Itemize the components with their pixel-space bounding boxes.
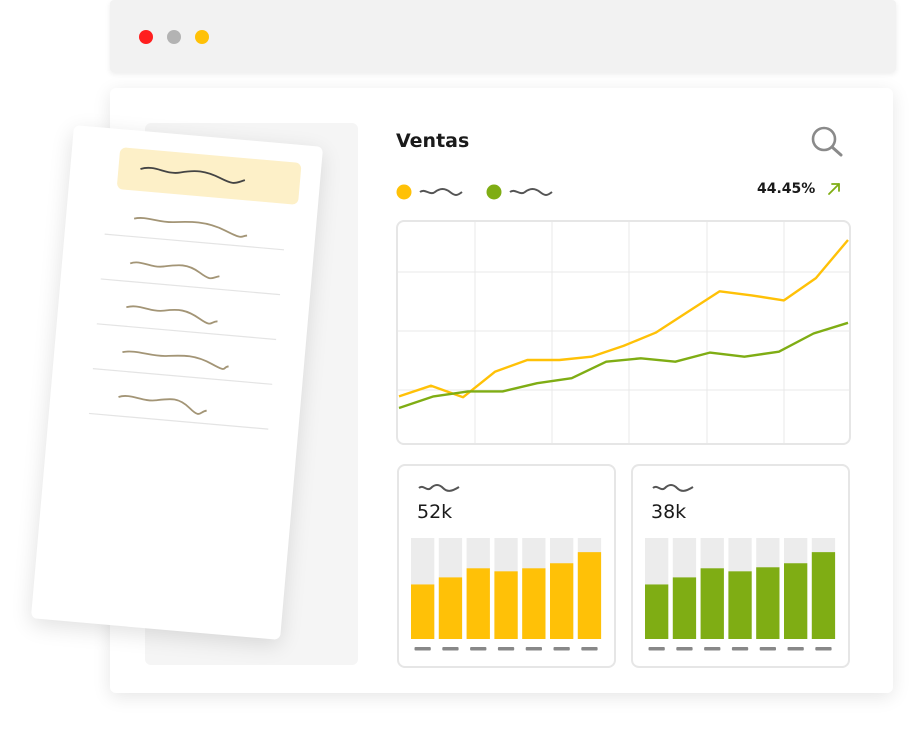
bar-chart	[645, 538, 836, 651]
card-value: 38k	[651, 501, 687, 523]
bar	[438, 577, 463, 639]
menu-item-label[interactable]	[133, 217, 248, 238]
bar	[672, 577, 697, 639]
card-value: 52k	[417, 501, 453, 523]
bar-tick-label	[414, 647, 431, 651]
maximize-dot-icon[interactable]	[195, 30, 209, 44]
change-percent: 44.45%	[757, 181, 816, 197]
bar	[728, 571, 752, 639]
bar-tick-label	[759, 647, 776, 651]
menu-item-label[interactable]	[126, 305, 219, 325]
bar-tick-label	[470, 647, 487, 651]
bar	[756, 567, 780, 639]
bar-tick-label	[731, 647, 749, 651]
stat-card-green: 38k	[631, 464, 850, 668]
bar-tick-label	[648, 647, 665, 651]
bar-tick-label	[704, 647, 721, 651]
bar	[645, 584, 669, 639]
bar	[494, 571, 518, 639]
page-title: Ventas	[396, 130, 470, 152]
menu-divider	[92, 368, 273, 385]
bar-chart	[411, 538, 602, 651]
minimize-dot-icon[interactable]	[167, 30, 181, 44]
arrow-up-right-icon	[828, 183, 840, 195]
search-icon[interactable]	[808, 124, 846, 160]
legend-marker	[396, 184, 412, 200]
bar-tick-label	[676, 647, 693, 651]
card-label	[418, 484, 460, 492]
legend-label	[509, 188, 553, 196]
legend-marker	[486, 184, 502, 200]
chart-legend	[395, 181, 575, 203]
bar-tick-label	[553, 647, 570, 651]
bar-tick-label	[525, 647, 542, 651]
bar	[411, 584, 435, 639]
bar-tick-label	[497, 647, 515, 651]
bar	[522, 568, 546, 639]
bar	[466, 568, 490, 639]
menu-item-label[interactable]	[129, 261, 221, 280]
menu-item-label[interactable]	[122, 350, 229, 370]
legend-label	[419, 188, 463, 196]
line-chart	[398, 222, 849, 443]
line-chart-panel	[396, 220, 851, 445]
stat-card-yellow: 52k	[397, 464, 616, 668]
bar	[784, 563, 808, 639]
menu-panel	[30, 125, 324, 640]
bar	[550, 563, 574, 639]
bar-tick-label	[442, 647, 459, 651]
menu-item-label[interactable]	[118, 395, 208, 415]
bar	[811, 552, 836, 639]
menu-divider	[96, 323, 277, 341]
bar-tick-label	[815, 647, 832, 651]
menu-divider	[88, 412, 269, 430]
menu-divider	[104, 233, 285, 251]
menu-item-highlight[interactable]	[117, 147, 302, 205]
line-series-2	[398, 321, 849, 410]
menu-divider	[100, 278, 281, 296]
bar	[577, 552, 602, 639]
bar	[700, 568, 724, 639]
bar-tick-label	[787, 647, 804, 651]
line-series-1	[398, 239, 849, 399]
title-bar	[110, 0, 896, 72]
card-label	[652, 484, 694, 492]
menu-item-label-active	[140, 167, 246, 184]
bar-tick-label	[581, 647, 598, 651]
close-dot-icon[interactable]	[139, 30, 153, 44]
